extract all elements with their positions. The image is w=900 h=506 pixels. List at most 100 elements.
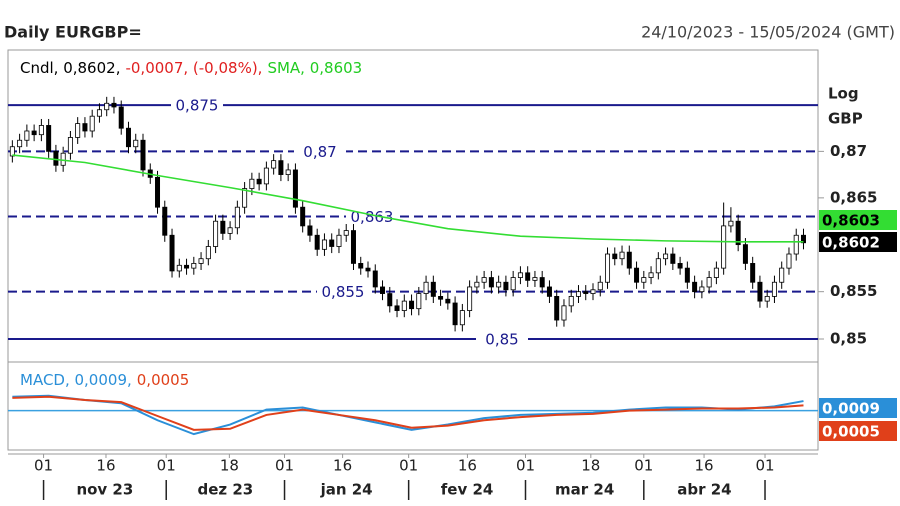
legend-entry: SMA, 0,8603	[267, 59, 362, 77]
candle-body	[162, 206, 168, 236]
candle-body	[75, 123, 81, 138]
candle-body	[140, 139, 146, 171]
x-tick-label: 16	[458, 457, 477, 475]
last-value-label: 0,0009	[822, 400, 880, 418]
candle-body	[779, 267, 785, 283]
candle-body	[655, 258, 661, 274]
candle-body	[590, 289, 596, 294]
frame	[7, 49, 819, 451]
candle-body	[721, 225, 727, 269]
candle-body	[692, 281, 698, 293]
candle-body	[9, 146, 15, 157]
legend: MACD, 0,0009, 0,0005	[20, 371, 189, 389]
candle-body	[38, 125, 44, 136]
candle-body	[742, 244, 748, 264]
candle-body	[481, 277, 487, 283]
candle-body	[488, 277, 494, 288]
candle-body	[467, 286, 473, 311]
month-label: mar 24	[555, 481, 614, 499]
y-axis-label: Log	[828, 85, 859, 103]
y-tick-label: 0,87	[830, 142, 867, 160]
legend-entry: 0,0005	[137, 371, 190, 389]
x-tick-label: 01	[157, 457, 176, 475]
candle-body	[155, 176, 161, 208]
chart-title: Daily EURGBP=	[4, 23, 142, 42]
candle-body	[234, 206, 240, 229]
level-label: 0,85	[485, 330, 518, 348]
macd-line	[12, 395, 804, 431]
candle-body	[619, 251, 625, 260]
level-label: 0,855	[322, 283, 365, 301]
candle-body	[517, 272, 523, 278]
candle-body	[496, 281, 502, 288]
x-tick-label: 18	[220, 457, 239, 475]
candle-body	[605, 253, 611, 283]
candle-body	[728, 220, 734, 227]
candle-body	[706, 277, 712, 288]
candle-body	[793, 234, 799, 255]
level-label-bg	[171, 95, 223, 116]
candle-body	[292, 169, 298, 208]
legend-entry: Cndl, 0,8602,	[20, 59, 120, 77]
month-label: nov 23	[76, 481, 133, 499]
candle-body	[663, 253, 669, 260]
last-value-label: 0,8602	[822, 234, 880, 252]
last-value-badge	[819, 398, 897, 418]
candle-body	[597, 281, 603, 291]
legend-entry: MACD, 0,0009,	[20, 371, 132, 389]
candle-body	[452, 302, 458, 326]
candle-body	[380, 286, 386, 294]
legend: Cndl, 0,8602, -0,0007, (-0,08%), SMA, 0,86…	[20, 59, 362, 77]
candle-body	[31, 130, 37, 136]
candle-body	[205, 246, 211, 260]
level-label-bg	[317, 281, 369, 302]
candle-body	[474, 281, 480, 288]
candle-body	[532, 277, 538, 281]
candle-body	[525, 272, 531, 281]
candle-body	[125, 127, 131, 148]
candle-body	[416, 293, 422, 310]
candle-body	[634, 267, 640, 283]
candle-body	[67, 137, 73, 154]
level-label-bg	[294, 141, 346, 162]
candle-body	[307, 225, 313, 236]
candle-body	[285, 169, 291, 175]
candle-body	[648, 272, 654, 278]
candle-body	[394, 305, 400, 311]
candle-body	[445, 298, 451, 304]
candle-body	[24, 130, 30, 141]
candle-body	[575, 291, 581, 297]
candle-body	[670, 253, 676, 264]
candle-body	[53, 150, 59, 166]
candle-body	[430, 281, 436, 297]
candle-body	[561, 305, 567, 321]
candle-body	[321, 239, 327, 250]
candle-body	[336, 234, 342, 247]
candle-body	[358, 263, 364, 269]
candle-body	[133, 139, 139, 148]
candle-body	[735, 220, 741, 246]
x-tick-label: 01	[399, 457, 418, 475]
level-label: 0,875	[176, 97, 219, 115]
y-tick-label: 0,865	[830, 188, 877, 206]
candle-body	[46, 125, 52, 152]
candle-body	[104, 102, 110, 111]
last-value-label: 0,8603	[822, 212, 880, 230]
candle-body	[220, 220, 226, 234]
candle-body	[271, 160, 277, 169]
month-label: fev 24	[441, 481, 494, 499]
candle-body	[278, 160, 284, 175]
last-value-badge	[819, 232, 897, 252]
candle-body	[626, 251, 632, 269]
candle-body	[213, 220, 219, 247]
candle-body	[409, 300, 415, 310]
candle-body	[300, 206, 306, 227]
x-tick-label: 01	[634, 457, 653, 475]
x-tick-label: 01	[755, 457, 774, 475]
x-tick-label: 16	[333, 457, 352, 475]
candle-body	[118, 106, 124, 129]
candle-body	[554, 295, 560, 321]
y-axis-label: GBP	[828, 110, 863, 128]
